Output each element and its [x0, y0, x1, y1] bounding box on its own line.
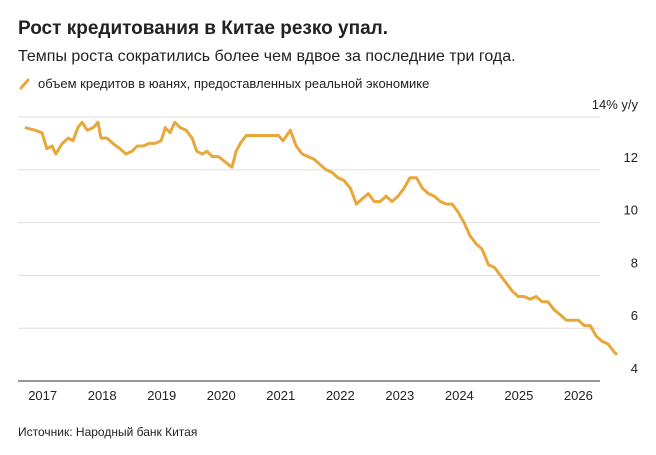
x-tick-label: 2019 [147, 388, 176, 403]
chart-subtitle: Темпы роста сократились более чем вдвое … [18, 48, 516, 65]
legend-swatch [19, 78, 30, 90]
x-tick-label: 2018 [88, 388, 117, 403]
x-tick-label: 2017 [28, 388, 57, 403]
x-tick-label: 2026 [564, 388, 593, 403]
x-tick-label: 2025 [504, 388, 533, 403]
x-tick-label: 2024 [445, 388, 474, 403]
y-tick-label: 12 [624, 150, 638, 165]
legend-label: объем кредитов в юанях, предоставленных … [38, 76, 429, 91]
source: Источник: Народный банк Китая [18, 425, 197, 439]
y-tick-label: 8 [631, 255, 638, 270]
y-tick-label: 6 [631, 308, 638, 323]
y-tick-label: 14% y/y [592, 97, 639, 112]
x-tick-label: 2022 [326, 388, 355, 403]
x-tick-label: 2020 [207, 388, 236, 403]
x-tick-label: 2021 [266, 388, 295, 403]
y-tick-label: 4 [631, 361, 638, 376]
x-tick-label: 2023 [385, 388, 414, 403]
chart-title: Рост кредитования в Китае резко упал. [18, 18, 388, 39]
line-series [24, 120, 619, 356]
y-tick-label: 10 [624, 203, 638, 218]
